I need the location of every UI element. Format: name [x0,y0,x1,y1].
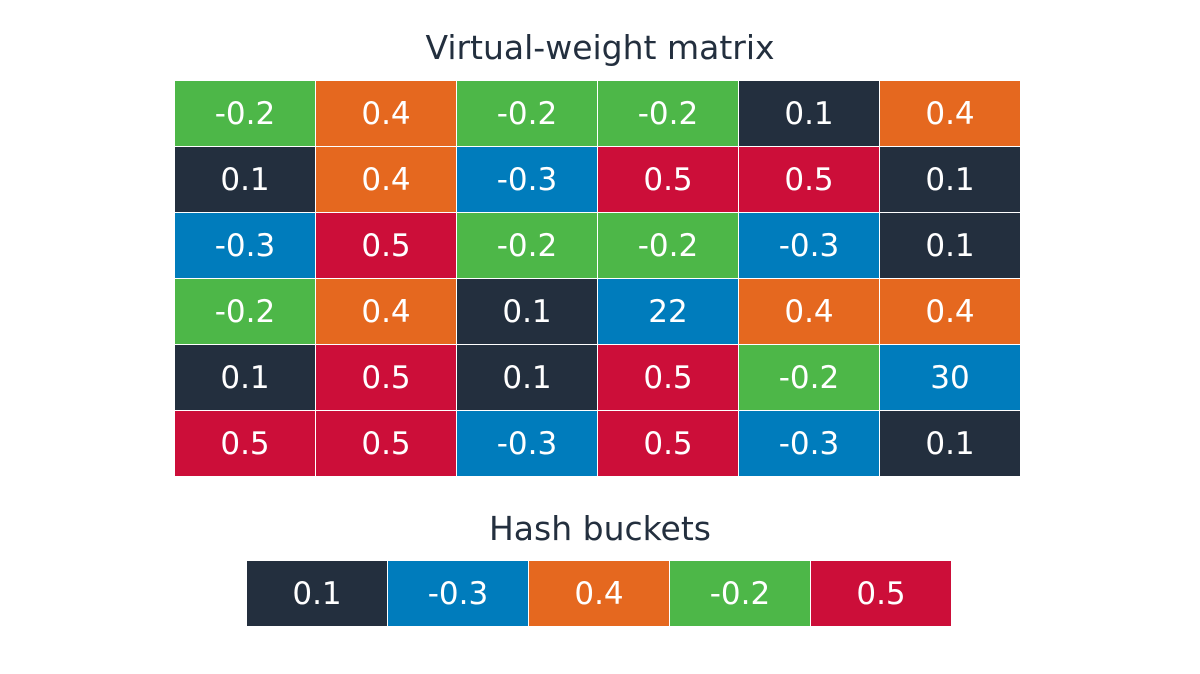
matrix-cell: 0.1 [880,147,1020,212]
matrix-cell: -0.3 [739,411,879,476]
matrix-cell: -0.2 [457,81,597,146]
matrix-title: Virtual-weight matrix [425,28,775,67]
matrix-cell: 0.1 [880,411,1020,476]
matrix-cell: -0.2 [598,213,738,278]
matrix-cell: -0.3 [175,213,315,278]
matrix-cell: -0.2 [457,213,597,278]
matrix-cell: 0.5 [316,213,456,278]
matrix-cell: 0.4 [316,279,456,344]
buckets-title: Hash buckets [488,509,711,548]
matrix-cell: 0.4 [316,81,456,146]
hash-buckets: 0.1 -0.3 0.4 -0.2 0.5 [247,561,951,626]
matrix-cell: 0.4 [316,147,456,212]
matrix-cell: -0.2 [598,81,738,146]
bucket-cell: 0.1 [247,561,387,626]
matrix-cell: 30 [880,345,1020,410]
matrix-cell: 0.1 [175,147,315,212]
matrix-cell: -0.2 [175,279,315,344]
matrix-cell: 0.1 [739,81,879,146]
bucket-cell: -0.3 [388,561,528,626]
matrix-cell: 0.5 [739,147,879,212]
matrix-cell: -0.3 [739,213,879,278]
matrix-cell: -0.2 [175,81,315,146]
matrix-cell: -0.3 [457,147,597,212]
matrix-cell: 0.5 [598,345,738,410]
matrix-cell: 0.5 [316,345,456,410]
matrix-cell: 0.4 [880,279,1020,344]
matrix-cell: 0.1 [175,345,315,410]
matrix-cell: 0.5 [175,411,315,476]
matrix-cell: 0.5 [598,411,738,476]
matrix-cell: 0.1 [457,279,597,344]
matrix-cell: 0.4 [880,81,1020,146]
bucket-cell: -0.2 [670,561,810,626]
matrix-cell: -0.2 [739,345,879,410]
matrix-cell: 0.4 [739,279,879,344]
matrix-cell: -0.3 [457,411,597,476]
matrix-cell: 0.5 [598,147,738,212]
matrix-cell: 0.1 [880,213,1020,278]
bucket-cell: 0.4 [529,561,669,626]
matrix-cell: 22 [598,279,738,344]
virtual-weight-matrix: -0.2 0.4 -0.2 -0.2 0.1 0.4 0.1 0.4 -0.3 0.5 0.5 0.1… [175,81,1020,476]
matrix-cell: 0.1 [457,345,597,410]
matrix-cell: 0.5 [316,411,456,476]
bucket-cell: 0.5 [811,561,951,626]
